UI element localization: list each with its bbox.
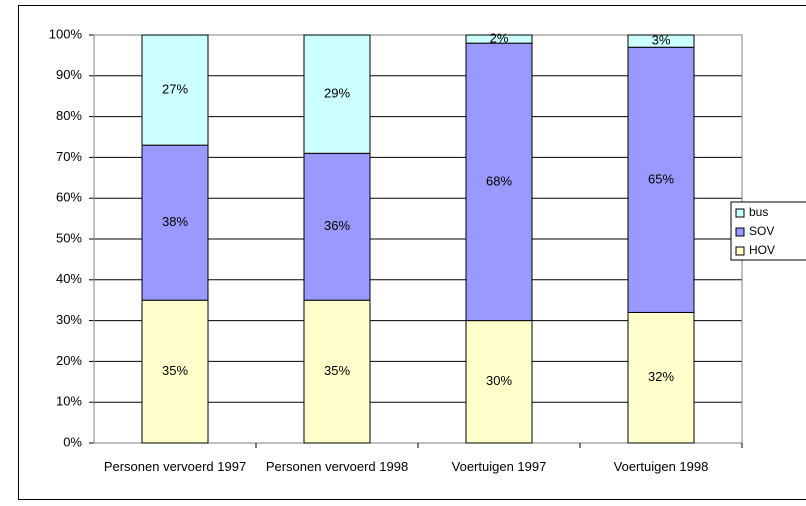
data-label: 68%	[486, 173, 512, 188]
y-tick-label: 100%	[49, 26, 83, 41]
data-label: 35%	[324, 363, 350, 378]
bar-segment	[627, 311, 695, 444]
y-tick-label: 90%	[56, 67, 82, 82]
legend-swatch	[735, 227, 745, 237]
data-label: 2%	[490, 31, 509, 46]
data-label: 30%	[486, 373, 512, 388]
data-label: 35%	[162, 363, 188, 378]
legend-label: SOV	[749, 224, 774, 238]
y-tick-label: 10%	[56, 394, 82, 409]
bar-segment	[303, 152, 371, 301]
data-label: 32%	[648, 369, 674, 384]
data-label: 27%	[162, 82, 188, 97]
data-label: 29%	[324, 86, 350, 101]
bar-segment	[303, 34, 371, 154]
legend-label: HOV	[749, 243, 775, 257]
legend-label: bus	[749, 205, 768, 219]
legend-swatch	[735, 246, 745, 256]
y-tick-label: 50%	[56, 230, 82, 245]
chart-frame	[18, 5, 806, 500]
bar-segment	[141, 144, 209, 301]
bar-segment	[141, 299, 209, 444]
bar-segment	[627, 46, 695, 313]
y-tick-label: 70%	[56, 149, 82, 164]
bar-segment	[141, 34, 209, 146]
bar-segment	[465, 42, 533, 322]
legend-swatch	[735, 208, 745, 218]
y-tick-label: 30%	[56, 312, 82, 327]
data-label: 36%	[324, 218, 350, 233]
y-tick-label: 60%	[56, 190, 82, 205]
x-tick-label: Voertuigen 1998	[613, 459, 709, 474]
y-tick-label: 0%	[63, 434, 82, 449]
bar-segment	[627, 34, 695, 48]
x-tick-label: Personen vervoerd 1998	[265, 459, 409, 474]
bar-segment	[465, 34, 533, 44]
y-tick-label: 20%	[56, 353, 82, 368]
y-tick-label: 40%	[56, 271, 82, 286]
x-tick-label: Voertuigen 1997	[451, 459, 547, 474]
y-tick-label: 80%	[56, 108, 82, 123]
data-label: 3%	[652, 33, 671, 48]
data-label: 65%	[648, 171, 674, 186]
data-label: 38%	[162, 214, 188, 229]
x-tick-label: Personen vervoerd 1997	[103, 459, 247, 474]
bar-segment	[303, 299, 371, 444]
